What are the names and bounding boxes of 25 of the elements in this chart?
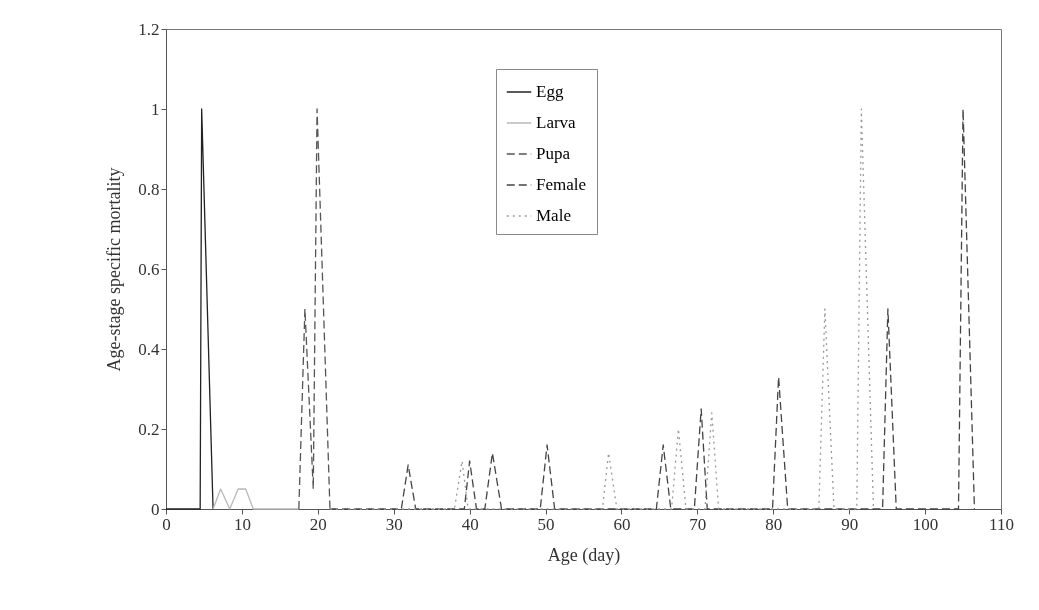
legend-label: Egg [536, 82, 564, 101]
y-tick-label: 0.4 [138, 339, 160, 359]
x-tick-label: 70 [689, 514, 707, 534]
x-tick-label: 110 [989, 514, 1014, 534]
x-tick-label: 60 [613, 514, 631, 534]
x-tick-label: 20 [309, 514, 327, 534]
x-tick-label: 90 [841, 514, 859, 534]
y-tick-label: 0.6 [138, 259, 160, 279]
legend-label: Female [536, 175, 587, 194]
x-tick-label: 100 [912, 514, 939, 534]
x-tick-label: 40 [461, 514, 479, 534]
y-axis-title: Age-stage specific mortality [104, 167, 125, 372]
legend-label: Larva [536, 113, 577, 132]
legend-label: Male [536, 206, 571, 225]
y-tick-label: 0 [151, 499, 160, 519]
x-tick-label: 10 [233, 514, 251, 534]
x-axis-title: Age (day) [547, 544, 621, 566]
y-tick-label: 1 [151, 99, 160, 119]
x-tick-label: 30 [385, 514, 403, 534]
legend-label: Pupa [536, 144, 571, 163]
y-tick-label: 0.2 [138, 419, 160, 439]
x-tick-label: 80 [765, 514, 783, 534]
y-tick-label: 1.2 [138, 19, 160, 39]
y-tick-label: 0.8 [138, 179, 160, 199]
x-tick-label: 50 [537, 514, 555, 534]
